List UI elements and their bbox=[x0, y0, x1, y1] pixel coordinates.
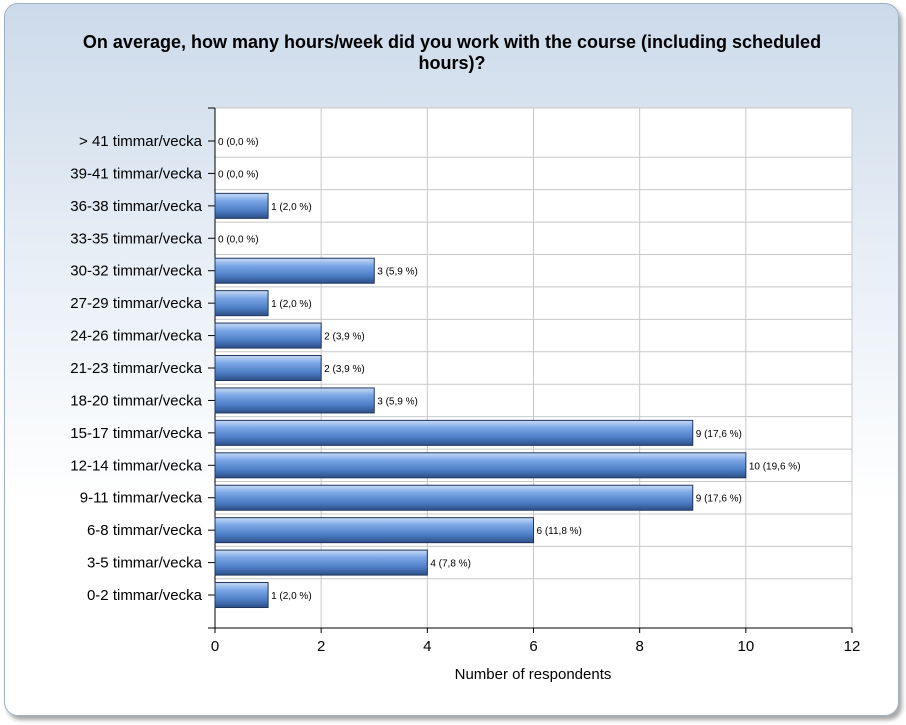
bar bbox=[214, 549, 428, 576]
x-tick-label: 8 bbox=[635, 638, 643, 655]
data-label: 0 (0,0 %) bbox=[218, 137, 259, 148]
chart-title-line-2: hours)? bbox=[419, 53, 486, 73]
category-label: 3-5 timmar/vecka bbox=[87, 555, 203, 572]
x-tick-label: 0 bbox=[211, 638, 219, 655]
bar bbox=[214, 290, 269, 317]
category-label: 6-8 timmar/vecka bbox=[87, 522, 203, 539]
category-label: 27-29 timmar/vecka bbox=[70, 295, 202, 312]
category-label: 33-35 timmar/vecka bbox=[70, 230, 202, 247]
category-label: 30-32 timmar/vecka bbox=[70, 263, 202, 280]
bar bbox=[214, 419, 694, 446]
data-label: 2 (3,9 %) bbox=[324, 364, 365, 375]
data-label: 0 (0,0 %) bbox=[218, 169, 259, 180]
x-tick-label: 4 bbox=[423, 638, 431, 655]
x-tick-label: 10 bbox=[737, 638, 754, 655]
data-label: 6 (11,8 %) bbox=[537, 526, 582, 537]
data-label: 3 (5,9 %) bbox=[377, 267, 418, 278]
plot-area: 0 2 4 6 8 10 12 > 41 timmar/vecka 0 (0,0 %) 39-41… bbox=[70, 107, 861, 655]
category-label: 36-38 timmar/vecka bbox=[70, 198, 202, 215]
data-label: 4 (7,8 %) bbox=[430, 559, 471, 570]
category-label: 12-14 timmar/vecka bbox=[70, 457, 202, 474]
data-label: 2 (3,9 %) bbox=[324, 332, 365, 343]
category-label: 0-2 timmar/vecka bbox=[87, 587, 203, 604]
bar bbox=[214, 257, 375, 284]
data-label: 1 (2,0 %) bbox=[271, 299, 312, 310]
bar bbox=[214, 322, 322, 349]
bar bbox=[214, 582, 269, 609]
data-label: 1 (2,0 %) bbox=[271, 202, 312, 213]
category-label: 9-11 timmar/vecka bbox=[80, 490, 203, 507]
category-label: 21-23 timmar/vecka bbox=[70, 360, 202, 377]
bar bbox=[214, 387, 375, 414]
category-label: 18-20 timmar/vecka bbox=[70, 392, 202, 409]
x-axis-title: Number of respondents bbox=[455, 666, 612, 683]
bar bbox=[214, 517, 534, 544]
data-label: 9 (17,6 %) bbox=[696, 429, 742, 440]
data-label: 1 (2,0 %) bbox=[271, 591, 312, 602]
x-tick-label: 2 bbox=[317, 638, 325, 655]
category-label: 39-41 timmar/vecka bbox=[70, 165, 202, 182]
bar bbox=[214, 484, 694, 511]
bar bbox=[214, 452, 747, 479]
chart-title-line-1: On average, how many hours/week did you … bbox=[83, 32, 821, 52]
bar bbox=[214, 355, 322, 382]
category-label: > 41 timmar/vecka bbox=[79, 133, 203, 150]
x-tick-label: 6 bbox=[529, 638, 537, 655]
category-label: 24-26 timmar/vecka bbox=[70, 328, 202, 345]
category-label: 15-17 timmar/vecka bbox=[70, 425, 202, 442]
x-tick-label: 12 bbox=[844, 638, 861, 655]
data-label: 0 (0,0 %) bbox=[218, 234, 259, 245]
data-label: 3 (5,9 %) bbox=[377, 396, 418, 407]
data-label: 10 (19,6 %) bbox=[749, 461, 801, 472]
data-label: 9 (17,6 %) bbox=[696, 494, 742, 505]
bar bbox=[214, 192, 269, 219]
